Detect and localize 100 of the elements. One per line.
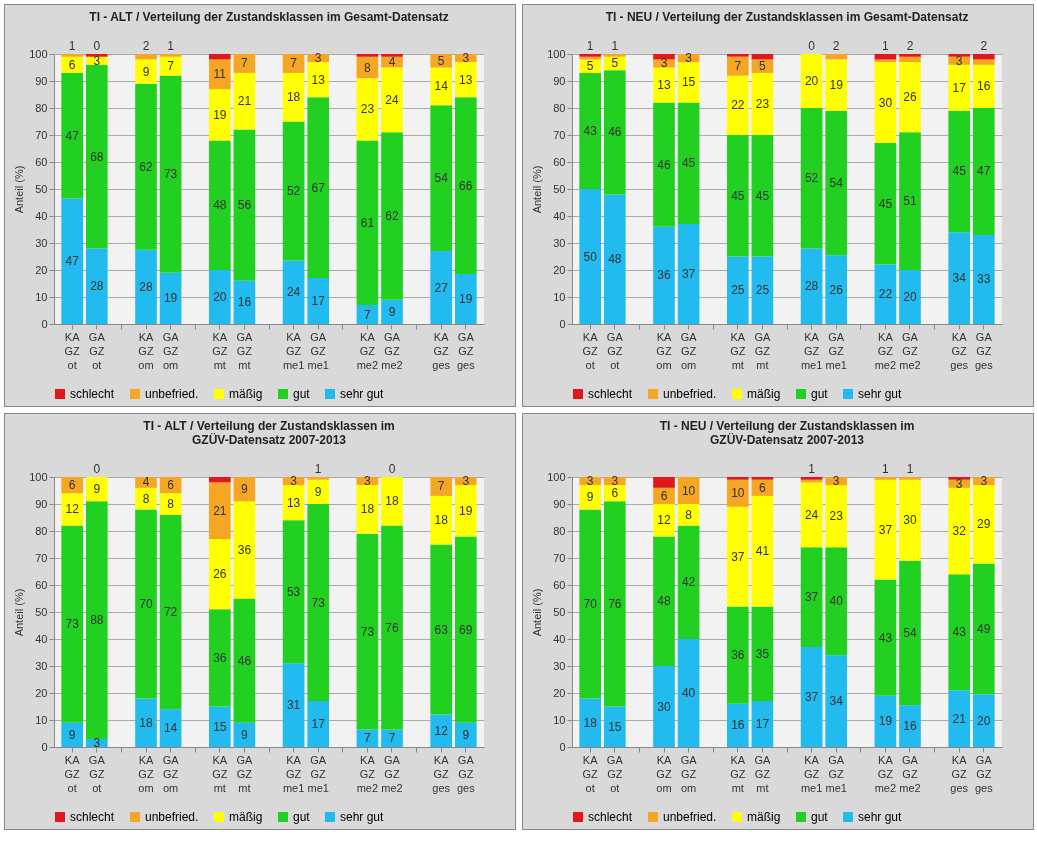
bar [233, 598, 256, 723]
data-label: 15 [608, 719, 622, 734]
data-label: 54 [829, 175, 844, 190]
data-label: 17 [952, 80, 967, 95]
bar [751, 606, 774, 702]
x-tick-label: KA GZ mt [212, 753, 228, 794]
x-tick-label: GA GZ ot [88, 753, 106, 794]
data-label: 19 [829, 78, 844, 93]
legend-label: schlecht [70, 387, 115, 401]
x-tick-label: KA GZ ges [950, 753, 969, 794]
bar [972, 59, 995, 65]
data-label: 9 [388, 304, 396, 319]
data-label: 10 [681, 483, 696, 498]
data-label: 63 [434, 622, 449, 637]
bar [61, 525, 84, 723]
bar [579, 509, 602, 699]
data-label: 1 [68, 39, 76, 53]
legend-label: mäßig [229, 387, 263, 401]
bar [454, 722, 477, 747]
bar [874, 62, 897, 144]
data-label: 28 [139, 279, 153, 294]
data-label: 45 [755, 188, 770, 203]
y-axis-title: Anteil (%) [13, 165, 26, 214]
data-label: 27 [434, 280, 449, 295]
data-label: 76 [385, 620, 399, 635]
data-label: 12 [434, 723, 449, 738]
y-tick-label: 90 [553, 74, 566, 87]
legend-label: sehr gut [340, 810, 385, 824]
x-tick-label: GA GZ mt [754, 753, 771, 794]
data-label: 66 [459, 178, 473, 193]
data-label: 3 [955, 53, 963, 68]
bar [208, 482, 231, 540]
bar [381, 525, 403, 730]
bar [726, 506, 749, 607]
data-label: 41 [755, 544, 770, 559]
y-tick-label: 70 [35, 551, 48, 564]
y-tick-label: 90 [553, 497, 566, 510]
data-label: 9 [241, 727, 249, 742]
bar [948, 110, 971, 233]
y-tick-label: 40 [35, 632, 48, 645]
bar [603, 501, 626, 707]
x-tick-label: GA GZ me2 [899, 330, 921, 371]
bar [356, 78, 379, 141]
data-label: 52 [804, 171, 819, 186]
y-tick-label: 60 [35, 578, 48, 591]
x-tick-label: GA GZ me1 [307, 330, 329, 371]
bar [233, 54, 256, 73]
data-label: 43 [878, 630, 893, 645]
data-label: 13 [286, 495, 301, 510]
x-tick-label: KA GZ me1 [282, 330, 305, 371]
bar [603, 70, 626, 195]
bar [135, 59, 157, 84]
data-label: 3 [290, 474, 298, 489]
bar [653, 666, 675, 747]
data-label: 62 [139, 159, 153, 174]
bar [356, 533, 379, 730]
data-label: 32 [952, 524, 967, 538]
x-tick-label: KA GZ ot [64, 330, 81, 371]
data-label: 0 [93, 462, 101, 476]
bar [233, 72, 256, 130]
bar [307, 701, 330, 747]
legend-label: unbefried. [145, 387, 199, 401]
bar [948, 64, 971, 111]
data-label: 15 [213, 719, 227, 734]
data-label: 4 [388, 55, 396, 70]
bar [677, 102, 700, 225]
bar [800, 647, 823, 747]
data-label: 37 [681, 267, 696, 282]
data-label: 26 [213, 567, 227, 582]
bar [972, 694, 995, 747]
x-tick-label: GA GZ ot [606, 330, 624, 371]
data-label: 6 [68, 478, 76, 493]
bar [751, 701, 774, 747]
bar [653, 59, 675, 68]
data-label: 21 [952, 711, 967, 726]
bar [751, 477, 774, 480]
data-label: 20 [903, 290, 917, 304]
bar [874, 143, 897, 265]
legend-label: unbefried. [663, 810, 717, 824]
data-label: 73 [360, 624, 375, 639]
data-label: 8 [364, 60, 372, 75]
data-label: 1 [586, 39, 594, 53]
data-label: 20 [804, 74, 819, 88]
bar [135, 698, 157, 747]
y-tick-label: 90 [35, 497, 48, 510]
data-label: 9 [314, 484, 322, 499]
data-label: 0 [808, 39, 816, 53]
data-label: 1 [314, 462, 322, 476]
data-label: 3 [611, 474, 619, 489]
data-label: 9 [241, 482, 249, 497]
data-label: 23 [829, 509, 844, 524]
bar [61, 54, 84, 57]
legend-label: sehr gut [340, 387, 385, 401]
data-label: 47 [65, 254, 80, 269]
x-tick-label: KA GZ om [656, 330, 672, 371]
data-label: 72 [163, 605, 178, 619]
bar [135, 477, 157, 488]
x-tick-label: KA GZ me1 [282, 753, 305, 794]
bar [800, 482, 823, 548]
data-label: 10 [731, 486, 745, 501]
